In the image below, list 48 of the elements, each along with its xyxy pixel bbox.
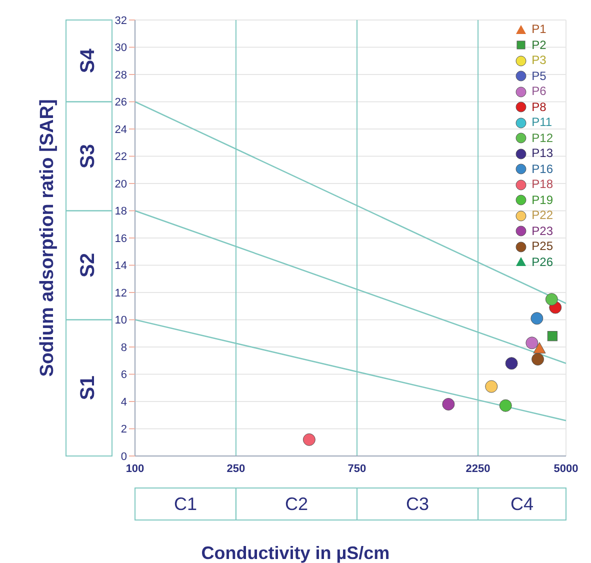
legend-label: P13	[532, 146, 553, 162]
y-tick-label: 16	[114, 232, 127, 245]
legend-label: P16	[532, 162, 553, 177]
text: C2	[284, 494, 308, 514]
y-tick-label: 20	[114, 178, 127, 190]
x-tick-label: 5000	[554, 462, 578, 475]
legend-label: P23	[532, 224, 553, 239]
y-tick-label: 12	[114, 287, 127, 300]
legend-label: P12	[532, 130, 553, 146]
x-tick-label: 100	[126, 462, 144, 475]
legend-label: P26	[532, 254, 553, 270]
legend-label: P5	[532, 68, 546, 84]
legend-label: P25	[532, 239, 553, 254]
y-tick-label: 6	[120, 369, 127, 382]
legend-label: P2	[532, 38, 546, 53]
text: S2	[77, 253, 99, 278]
legend-label: P8	[532, 100, 546, 115]
y-tick-label: 4	[120, 396, 127, 408]
legend-label: P18	[532, 177, 553, 192]
y-tick-label: 28	[114, 69, 127, 82]
y-tick-label: 26	[114, 96, 127, 109]
x-tick-label: 2250	[466, 462, 490, 475]
y-tick-label: 2	[120, 424, 127, 436]
y-tick-label: 24	[114, 124, 127, 136]
y-axis-title: Sodium adsorption ratio [SAR]	[37, 99, 59, 377]
y-tick-label: 18	[114, 206, 127, 218]
x-axis-title: Conductivity in µS/cm	[200, 543, 391, 563]
y-tick-label: 8	[120, 342, 127, 354]
legend-label: P22	[532, 208, 553, 224]
y-tick-label: 30	[114, 42, 127, 54]
legend-label: P1	[532, 22, 546, 38]
text: C3	[406, 494, 430, 514]
legend-label: P3	[532, 53, 546, 68]
y-tick-label: 32	[114, 14, 127, 27]
y-tick-label: 0	[120, 450, 127, 463]
text: S3	[77, 144, 99, 168]
text: S1	[77, 376, 99, 400]
x-tick-label: 750	[348, 462, 366, 475]
legend-label: P11	[532, 115, 552, 130]
x-tick-label: 250	[226, 462, 246, 475]
y-tick-label: 14	[114, 260, 127, 272]
y-tick-label: 10	[114, 314, 127, 327]
text: S4	[77, 48, 99, 74]
text: C1	[174, 494, 197, 514]
y-tick-label: 22	[114, 151, 127, 164]
text: C4	[510, 494, 534, 514]
legend-label: P19	[532, 192, 553, 208]
legend-label: P6	[532, 84, 546, 100]
